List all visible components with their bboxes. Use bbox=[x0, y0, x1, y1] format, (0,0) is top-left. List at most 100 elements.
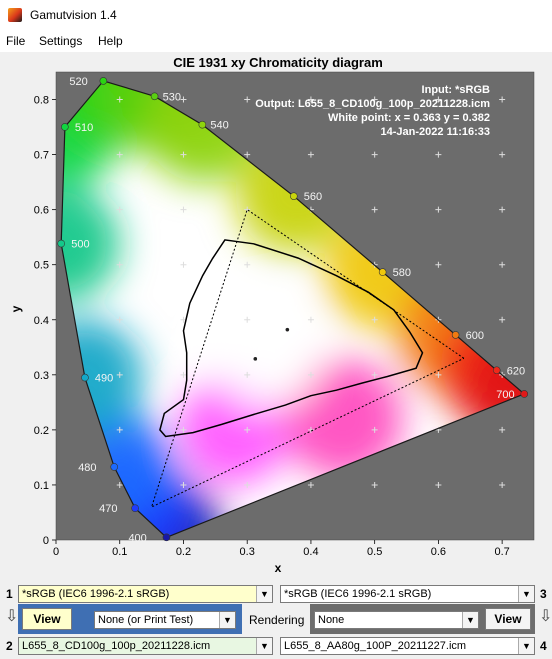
grid-plus bbox=[180, 371, 187, 378]
wavelength-marker bbox=[378, 268, 387, 276]
wavelength-marker bbox=[99, 77, 108, 85]
grid-plus bbox=[180, 206, 187, 213]
info-output: Output: L655_8_CD100g_100p_20211228.icm bbox=[255, 98, 490, 110]
grid-plus bbox=[499, 206, 506, 213]
grid-plus bbox=[244, 371, 251, 378]
x-tick-label: 0.2 bbox=[176, 546, 191, 558]
grid-plus bbox=[244, 96, 251, 103]
y-axis-label: y bbox=[9, 305, 23, 312]
wavelength-label: 580 bbox=[393, 267, 411, 279]
y-tick-label: 0.2 bbox=[34, 425, 49, 437]
grid-plus bbox=[244, 151, 251, 158]
grid-plus bbox=[499, 151, 506, 158]
grid-plus bbox=[499, 316, 506, 323]
x-tick-label: 0 bbox=[53, 546, 59, 558]
wavelength-label: 530 bbox=[163, 91, 181, 103]
print-test-select[interactable]: None (or Print Test) ▼ bbox=[94, 611, 236, 629]
wavelength-label: 520 bbox=[69, 76, 87, 88]
title-bar: Gamutvision 1.4 bbox=[0, 0, 552, 30]
y-tick-label: 0.1 bbox=[34, 480, 49, 492]
grid-plus bbox=[244, 316, 251, 323]
grid-plus bbox=[371, 151, 378, 158]
input-profile-select-left[interactable]: *sRGB (IEC6 1996-2.1 sRGB) ▼ bbox=[18, 585, 273, 603]
grid-plus bbox=[499, 96, 506, 103]
grid-plus bbox=[307, 371, 314, 378]
grid-plus bbox=[435, 481, 442, 488]
grid-plus bbox=[116, 481, 123, 488]
menu-help[interactable]: Help bbox=[98, 34, 123, 48]
grid-plus bbox=[180, 426, 187, 433]
wavelength-marker bbox=[492, 366, 501, 375]
y-tick-label: 0.6 bbox=[34, 205, 49, 217]
grid-plus bbox=[307, 316, 314, 323]
rendering-value: None bbox=[318, 614, 345, 626]
wavelength-marker bbox=[520, 390, 529, 398]
wavelength-label: 560 bbox=[304, 191, 322, 203]
wavelength-marker bbox=[131, 504, 139, 512]
input-profile-left-value: *sRGB (IEC6 1996-2.1 sRGB) bbox=[22, 588, 170, 600]
output-profile-left-value: L655_8_CD100g_100p_20211228.icm bbox=[22, 640, 211, 652]
output-profile-select-right[interactable]: L655_8_AA80g_100P_20211227.icm ▼ bbox=[280, 637, 535, 655]
output-profile-select-left[interactable]: L655_8_CD100g_100p_20211228.icm ▼ bbox=[18, 637, 273, 655]
grid-plus bbox=[371, 206, 378, 213]
grid-plus bbox=[116, 206, 123, 213]
view-button-right[interactable]: View bbox=[485, 608, 531, 630]
plot-area: CIE 1931 xy Chromaticity diagram 400 470 4… bbox=[0, 52, 552, 582]
info-white-point: White point: x = 0.363 y = 0.382 bbox=[328, 112, 490, 124]
grid-plus bbox=[307, 96, 314, 103]
input-profile-select-right[interactable]: *sRGB (IEC6 1996-2.1 sRGB) ▼ bbox=[280, 585, 535, 603]
grid-plus bbox=[244, 426, 251, 433]
grid-plus bbox=[371, 481, 378, 488]
x-tick-label: 0.7 bbox=[494, 546, 509, 558]
wavelength-label: 600 bbox=[466, 330, 484, 342]
x-tick-label: 0.1 bbox=[112, 546, 127, 558]
wavelength-marker bbox=[81, 373, 89, 382]
grid-plus bbox=[371, 371, 378, 378]
menu-bar: File Settings Help bbox=[0, 30, 552, 52]
y-tick-label: 0.3 bbox=[34, 370, 49, 382]
white-point-marker bbox=[253, 357, 258, 361]
grid-plus bbox=[180, 481, 187, 488]
output-profile-right-value: L655_8_AA80g_100P_20211227.icm bbox=[284, 640, 467, 652]
wavelength-marker bbox=[198, 120, 207, 129]
y-tick-label: 0.7 bbox=[34, 150, 49, 162]
view-button-left[interactable]: View bbox=[22, 608, 72, 630]
grid-plus bbox=[435, 261, 442, 268]
input-profile-right-value: *sRGB (IEC6 1996-2.1 sRGB) bbox=[284, 588, 432, 600]
wavelength-marker bbox=[57, 239, 66, 248]
rendering-select[interactable]: None ▼ bbox=[314, 611, 479, 629]
grid-plus bbox=[180, 261, 187, 268]
grid-plus bbox=[244, 261, 251, 268]
grid-plus bbox=[116, 426, 123, 433]
wavelength-marker bbox=[451, 331, 460, 339]
x-tick-label: 0.3 bbox=[240, 546, 255, 558]
menu-settings[interactable]: Settings bbox=[39, 34, 83, 48]
grid-plus bbox=[435, 151, 442, 158]
grid-plus bbox=[435, 206, 442, 213]
wavelength-label: 540 bbox=[210, 120, 228, 132]
wavelength-label: 400 bbox=[128, 532, 146, 544]
white-point-marker bbox=[285, 327, 290, 332]
grid-plus bbox=[499, 481, 506, 488]
grid-plus bbox=[116, 96, 123, 103]
arrow-down-right-icon: ⇩ bbox=[539, 608, 552, 625]
wavelength-marker bbox=[289, 192, 298, 200]
chevron-down-icon: ▼ bbox=[256, 586, 272, 602]
grid-plus bbox=[371, 96, 378, 103]
chevron-down-icon: ▼ bbox=[462, 612, 478, 628]
grid-plus bbox=[499, 426, 506, 433]
gamut-series-1 bbox=[150, 208, 465, 508]
grid-plus bbox=[116, 151, 123, 158]
wavelength-label: 510 bbox=[75, 122, 93, 134]
menu-file[interactable]: File bbox=[6, 34, 26, 48]
grid-plus bbox=[307, 426, 314, 433]
wavelength-marker bbox=[162, 533, 171, 542]
chevron-down-icon: ▼ bbox=[256, 638, 272, 654]
y-tick-label: 0 bbox=[43, 535, 49, 547]
rendering-label: Rendering bbox=[249, 613, 305, 627]
app-icon bbox=[8, 8, 22, 22]
grid-plus bbox=[499, 261, 506, 268]
chevron-down-icon: ▼ bbox=[518, 638, 534, 654]
chevron-down-icon: ▼ bbox=[219, 612, 235, 628]
y-tick-label: 0.4 bbox=[34, 315, 49, 327]
